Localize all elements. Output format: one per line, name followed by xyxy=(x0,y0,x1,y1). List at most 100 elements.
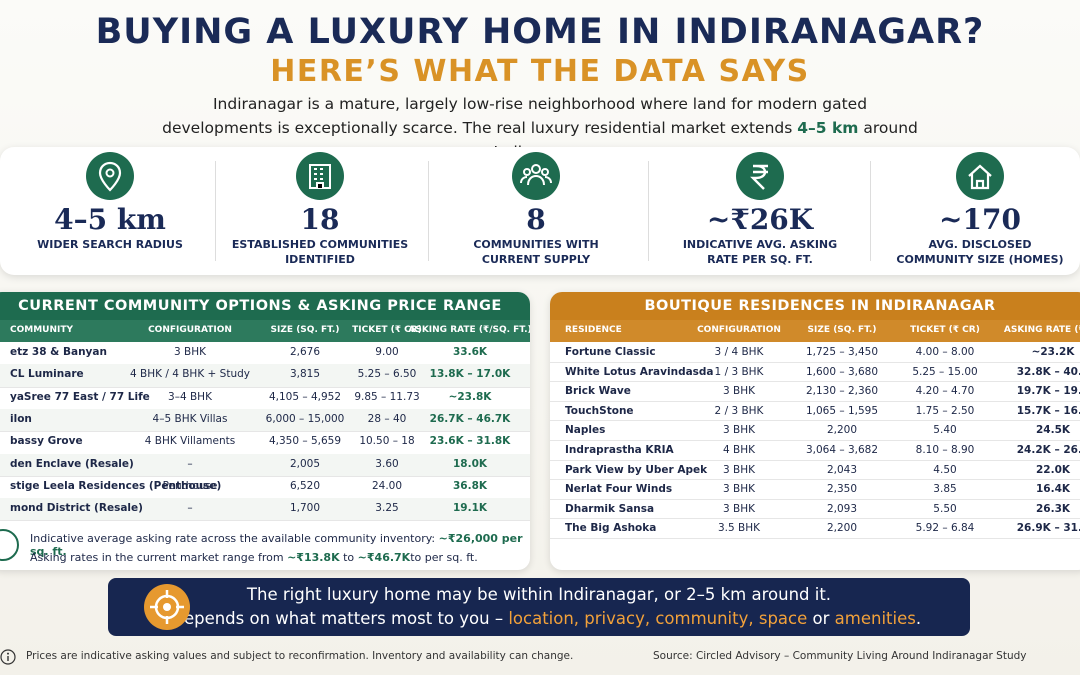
note-highlight: ~₹46.7K xyxy=(357,551,411,564)
panel-title: CURRENT COMMUNITY OPTIONS & ASKING PRICE… xyxy=(0,292,530,320)
table-cell: 15.7K – 16.4 xyxy=(1016,404,1080,417)
row-divider xyxy=(550,498,1080,500)
table-cell: Penthouse xyxy=(162,479,218,492)
note-line: Asking rates in the current market range… xyxy=(30,551,478,564)
table-cell: 19.7K – 19.9 xyxy=(1016,385,1080,398)
stat-icon xyxy=(296,152,344,200)
stat-icon xyxy=(956,152,1004,200)
table-cell: 9.85 – 11.73 xyxy=(354,390,420,403)
note-text: Indicative average asking rate across th… xyxy=(30,532,439,545)
table-cell: yaSree 77 East / 77 Life xyxy=(10,390,150,403)
icon xyxy=(750,164,768,190)
table-cell: 4.50 xyxy=(933,463,957,476)
row-band xyxy=(0,453,530,476)
table-cell: 4 BHK Villaments xyxy=(144,435,236,448)
footer-source: Source: Circled Advisory – Community Liv… xyxy=(653,650,1027,662)
row-band xyxy=(0,498,530,521)
stat-label: ESTABLISHED COMMUNITIES IDENTIFIED xyxy=(231,238,409,266)
table-cell: 3.60 xyxy=(375,457,399,470)
table-cell: CL Luminare xyxy=(10,368,84,381)
table-cell: 18.0K xyxy=(452,457,488,470)
table-cell: 6,520 xyxy=(289,479,321,492)
stat-icon xyxy=(736,152,784,200)
table-cell: Indraprastha KRIA xyxy=(565,444,674,456)
row-divider xyxy=(0,520,530,522)
table-cell: 5.25 – 15.00 xyxy=(912,365,978,378)
note-text: Asking rates in the current market range… xyxy=(30,551,288,564)
note-line: Indicative average asking rate across th… xyxy=(30,532,530,558)
stats-card: 4–5 km WIDER SEARCH RADIUS 18 ESTABLISHED C… xyxy=(0,147,1080,275)
table-cell: 24.2K – 26.4 xyxy=(1016,444,1080,456)
stat-value: 4–5 km xyxy=(54,203,166,236)
table-cell: 33.6K xyxy=(452,346,488,358)
table-cell: 32.8K – 40.8 xyxy=(1016,365,1080,378)
column-header: CONFIGURATION xyxy=(148,325,232,335)
table-cell: 3 BHK xyxy=(722,385,756,398)
table-cell: 5.92 – 6.84 xyxy=(915,522,975,535)
table-cell: 5.25 – 6.50 xyxy=(357,368,417,381)
table-cell: 4,350 – 5,659 xyxy=(268,435,342,448)
column-header: TICKET (₹ CR) xyxy=(910,325,980,335)
stat-icon xyxy=(512,152,560,200)
table-cell: 10.50 – 18 xyxy=(359,435,415,448)
table-cell: 28 – 40 xyxy=(367,412,407,425)
table-cell: TouchStone xyxy=(565,404,634,417)
row-divider xyxy=(550,459,1080,461)
note-highlight: ~₹13.8K xyxy=(287,551,340,564)
stat-value: 18 xyxy=(300,203,340,236)
table-cell: 4 BHK xyxy=(722,444,756,456)
table-cell: 1 / 3 BHK xyxy=(714,365,764,378)
row-divider xyxy=(0,431,530,433)
stat-value: ~170 xyxy=(939,203,1021,236)
info-icon xyxy=(0,649,16,665)
column-header: RESIDENCE xyxy=(565,325,622,335)
header-row xyxy=(0,320,530,342)
banner-text: . xyxy=(915,609,922,628)
table-cell: 6,000 – 15,000 xyxy=(265,412,345,425)
table-cell: 23.6K – 31.8K xyxy=(429,435,511,448)
note-text: to per sq. ft. xyxy=(410,551,478,564)
table-cell: 4 BHK / 4 BHK + Study xyxy=(129,368,251,381)
intro-text: Indiranagar is a mature, largely low-ris… xyxy=(162,95,868,137)
table-cell: 26.9K – 31.1 xyxy=(1016,522,1080,535)
table-cell: ~23.8K xyxy=(448,390,492,403)
table-cell: 26.3K xyxy=(1035,502,1071,515)
table-cell: 36.8K xyxy=(452,479,488,492)
target-icon xyxy=(144,584,190,630)
row-divider xyxy=(550,479,1080,481)
table-cell: 24.00 xyxy=(371,479,403,492)
icon xyxy=(520,164,552,186)
table-cell: 1,725 – 3,450 xyxy=(805,346,879,358)
row-divider xyxy=(0,475,530,477)
table-cell: 2,043 xyxy=(826,463,858,476)
table-cell: 2,130 – 2,360 xyxy=(805,385,879,398)
column-header: SIZE (SQ. FT.) xyxy=(270,325,340,335)
note: Indicative average asking rate across th… xyxy=(0,520,530,570)
table-cell: Park View by Uber Apek xyxy=(565,463,708,476)
banner-text: or xyxy=(807,609,835,628)
row-band xyxy=(0,364,530,387)
table-cell: 1,700 xyxy=(289,502,321,515)
table-cell: 2,200 xyxy=(826,424,858,437)
table-cell: Brick Wave xyxy=(565,385,631,398)
table-cell: 1.75 – 2.50 xyxy=(915,404,975,417)
table-cell: 3 BHK xyxy=(722,502,756,515)
title: BUYING A LUXURY HOME IN INDIRANAGAR? xyxy=(95,12,985,52)
table-cell: – xyxy=(187,502,193,515)
table-cell: stige Leela Residences (Penthouse) xyxy=(10,479,222,492)
panel-title: BOUTIQUE RESIDENCES IN INDIRANAGAR xyxy=(550,292,1080,320)
table-cell: 16.4K xyxy=(1035,483,1071,496)
banner-line: It depends on what matters most to you –… xyxy=(108,607,970,631)
banner-text: It depends on what matters most to you – xyxy=(156,609,509,628)
table-cell: 3,815 xyxy=(289,368,321,381)
table-cell: 5.50 xyxy=(933,502,957,515)
table-cell: 3.25 xyxy=(375,502,399,515)
note-text: to xyxy=(339,551,358,564)
column-header: CONFIGURATION xyxy=(697,325,781,335)
subtitle: HERE’S WHAT THE DATA SAYS xyxy=(270,54,810,89)
stat: 8 COMMUNITIES WITH CURRENT SUPPLY xyxy=(431,147,641,275)
table-cell: 4.00 – 8.00 xyxy=(915,346,975,358)
stat-label: INDICATIVE AVG. ASKING RATE PER SQ. FT. xyxy=(682,238,838,266)
table-cell: ilon xyxy=(10,412,32,425)
